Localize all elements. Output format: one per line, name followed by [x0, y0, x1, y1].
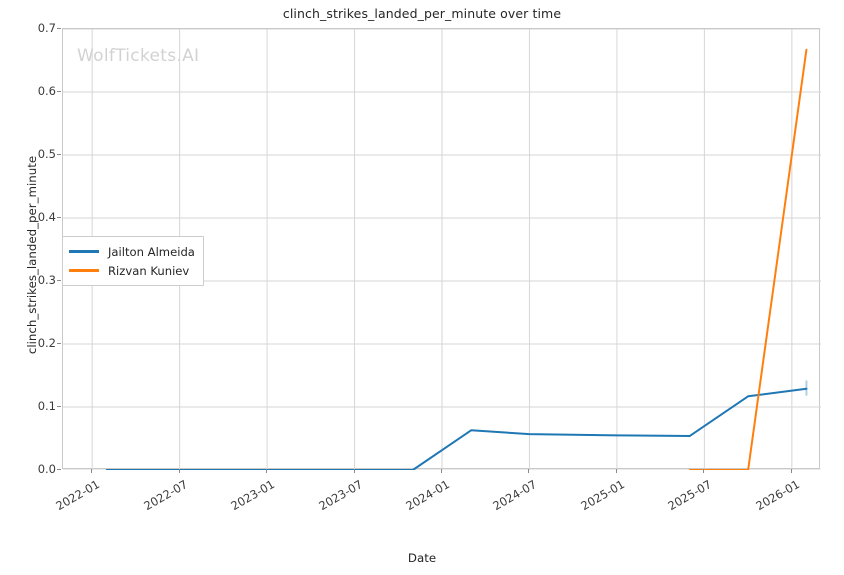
x-tick-mark	[353, 469, 355, 473]
y-tick-mark	[57, 406, 61, 407]
y-tick-mark	[57, 343, 61, 344]
x-tick-mark	[528, 469, 530, 473]
y-tick-label: 0.4	[37, 210, 56, 224]
y-tick-mark	[57, 28, 61, 29]
x-tick-mark	[178, 469, 180, 473]
legend-label-2: Rizvan Kuniev	[108, 263, 190, 278]
x-tick-mark	[615, 469, 617, 473]
chart-title: clinch_strikes_landed_per_minute over ti…	[282, 6, 562, 21]
y-axis-ticks: 0.0 0.1 0.2 0.3 0.4 0.5 0.6 0.7	[0, 0, 61, 575]
legend-item-1[interactable]: Jailton Almeida	[69, 242, 195, 261]
series-lines	[105, 48, 808, 470]
legend-swatch-1	[69, 250, 99, 253]
y-tick-label: 0.5	[37, 147, 56, 161]
y-tick-mark	[57, 217, 61, 218]
y-tick-mark	[57, 469, 61, 470]
legend-swatch-2	[69, 269, 99, 272]
chart-legend: Jailton Almeida Rizvan Kuniev	[62, 236, 204, 286]
y-tick-label: 0.7	[37, 21, 56, 35]
y-tick-label: 0.3	[37, 273, 56, 287]
y-tick-mark	[57, 91, 61, 92]
y-tick-label: 0.1	[37, 399, 56, 413]
legend-item-2[interactable]: Rizvan Kuniev	[69, 261, 195, 280]
x-axis-label: Date	[407, 551, 437, 565]
x-tick-mark	[91, 469, 93, 473]
y-tick-label: 0.6	[37, 84, 56, 98]
y-tick-label: 0.2	[37, 336, 56, 350]
series-line-1	[105, 387, 808, 470]
y-tick-mark	[57, 154, 61, 155]
legend-label-1: Jailton Almeida	[108, 244, 195, 259]
x-tick-mark	[441, 469, 442, 473]
x-tick-mark	[703, 469, 705, 473]
x-tick-mark	[790, 469, 792, 473]
y-tick-mark	[57, 280, 61, 281]
y-axis-label: clinch_strikes_landed_per_minute	[25, 155, 39, 355]
series-line-2	[688, 48, 808, 470]
y-tick-label: 0.0	[37, 462, 56, 476]
x-tick-mark	[266, 469, 268, 473]
